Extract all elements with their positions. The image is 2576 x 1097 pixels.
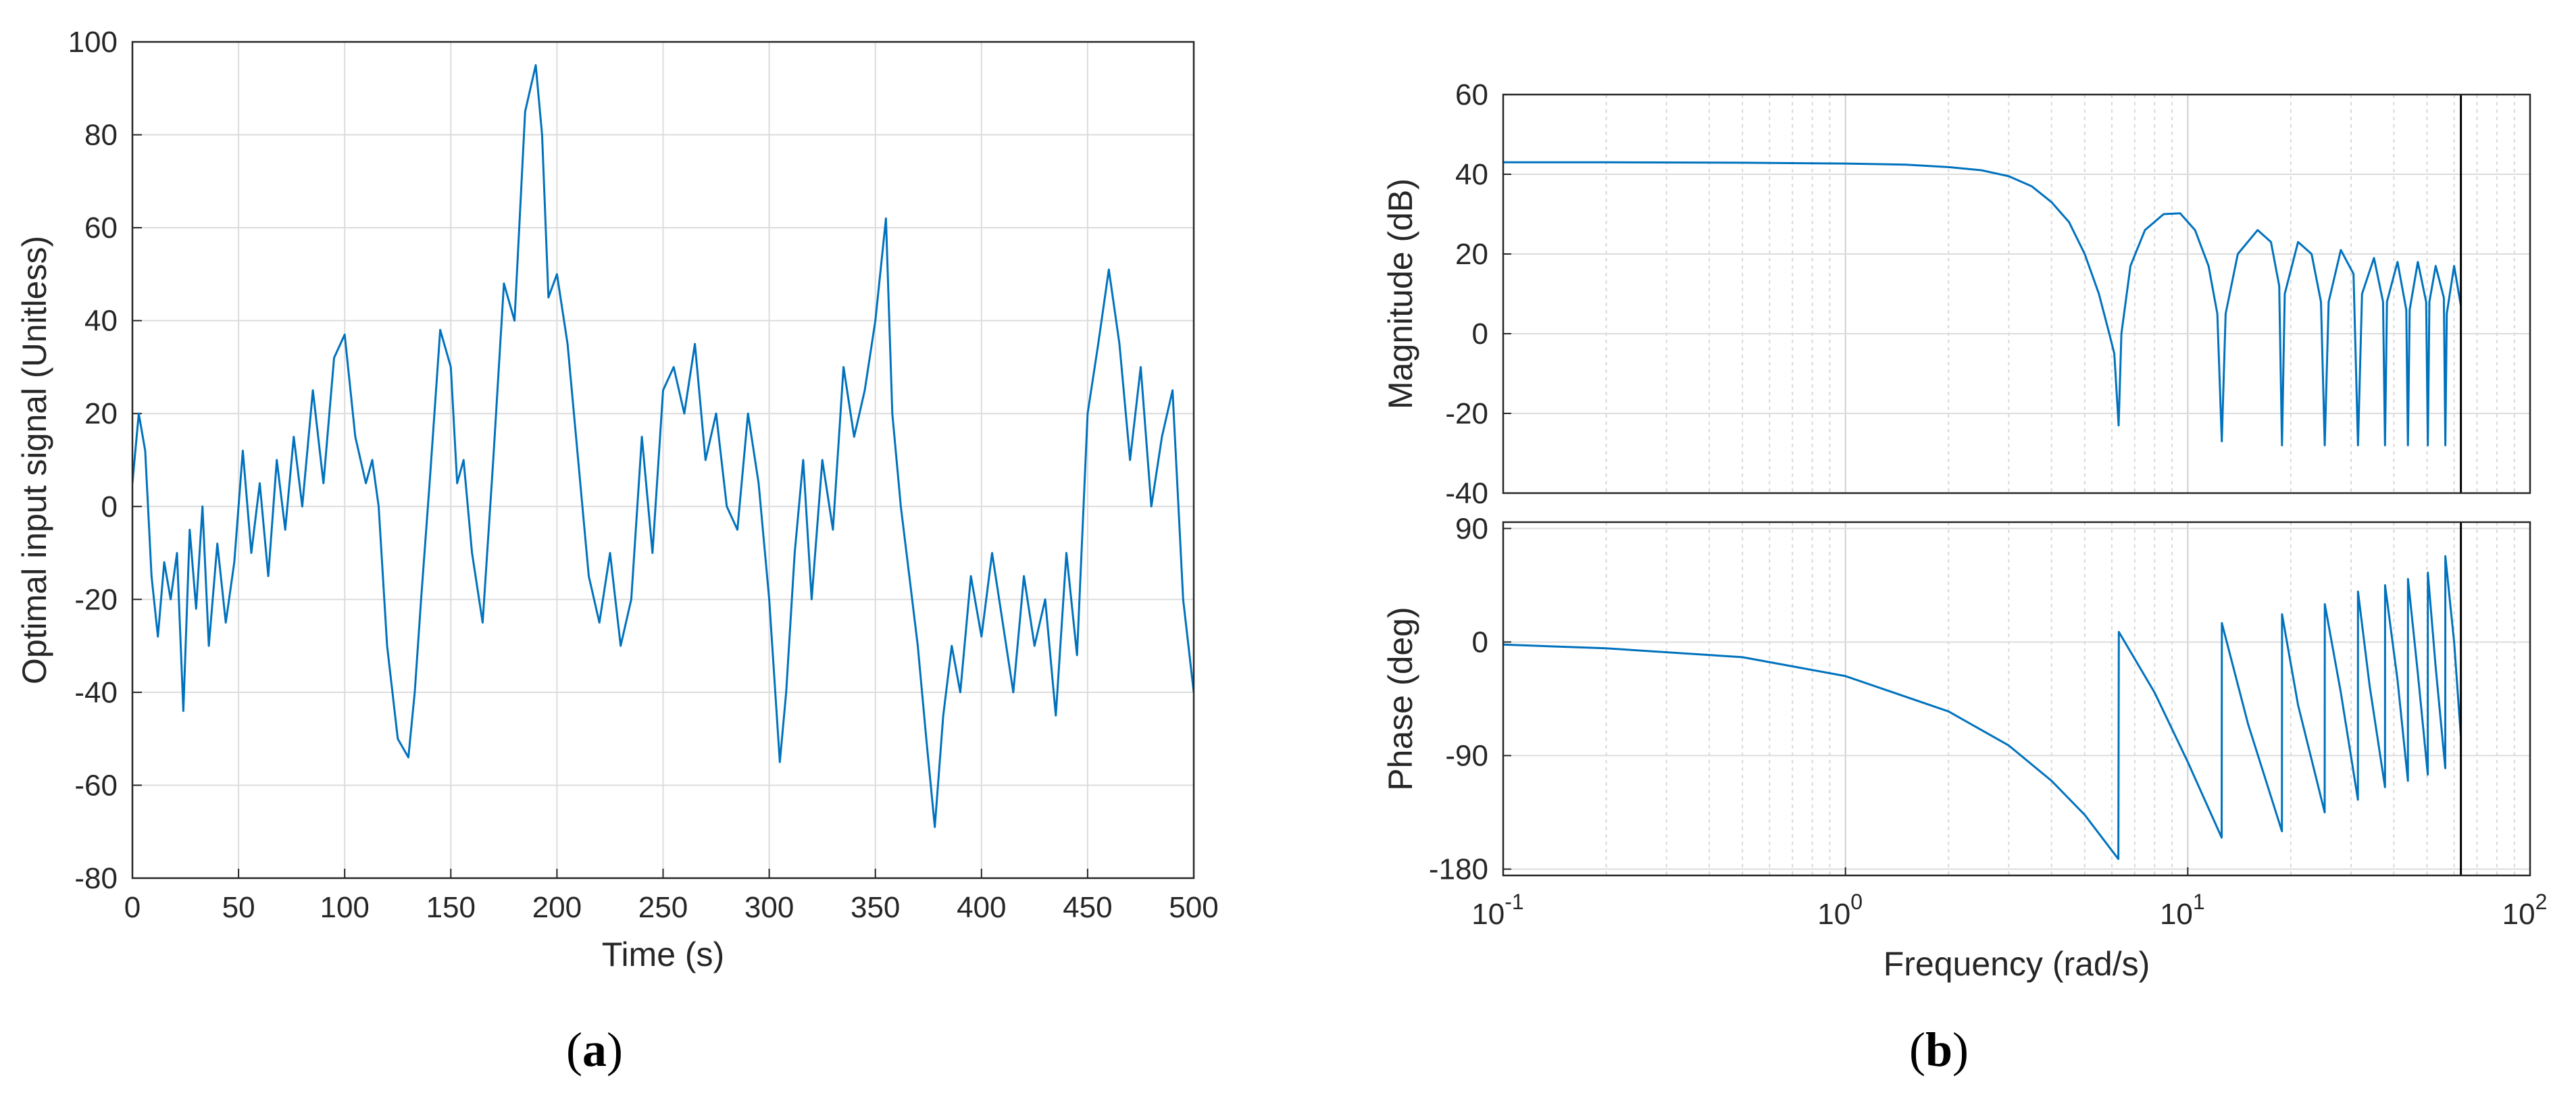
panel-b-x-tick-label: 100	[1817, 890, 1863, 931]
panel-b-magnitude-y-tick-label: -20	[1445, 397, 1488, 430]
panel-a-x-tick-label: 300	[744, 891, 794, 924]
panel-b-phase-axes-box	[1502, 521, 2531, 877]
panel-b-phase-y-tick-label: 0	[1472, 626, 1488, 659]
panel-a-y-tick-label: 60	[84, 211, 118, 245]
panel-a-y-tick-label: -40	[74, 676, 118, 709]
panel-a-series-group	[132, 63, 1194, 828]
panel-a-x-tick-label: 250	[638, 891, 688, 924]
panel-a-signal-line	[132, 63, 1194, 828]
panel-a-y-tick-label: 0	[101, 490, 118, 524]
panel-a-x-axis-label: Time (s)	[602, 936, 724, 973]
panel-b-x-tick-exponent: 2	[2535, 890, 2548, 914]
panel-b-phase-y-axis-label: Phase (deg)	[1382, 607, 1419, 790]
panel-b-x-tick-exponent: -1	[1505, 890, 1523, 914]
panel-a-y-tick-label: 20	[84, 397, 118, 430]
panel-b-phase-plot-area	[1503, 522, 2530, 875]
panel-b-magnitude-series-group	[1503, 161, 2463, 447]
panel-b-x-axis-label: Frequency (rad/s)	[1884, 945, 2150, 983]
panel-b-magnitude-line	[1503, 161, 2463, 447]
panel-a-axes-box	[131, 41, 1195, 879]
panel-b-x-tick-label: 101	[2160, 890, 2205, 931]
panel-b-x-tick-label: 102	[2502, 890, 2548, 931]
panel-b-magnitude-axes-box	[1502, 93, 2531, 494]
panel-b-phase-series-group	[1503, 555, 2463, 861]
panel-b-magnitude-y-axis-label: Magnitude (dB)	[1382, 178, 1419, 409]
panel-a-x-tick-label: 500	[1169, 891, 1218, 924]
panel-b-magnitude-y-tick-label: 60	[1455, 78, 1488, 111]
panel-b-magnitude-y-tick-label: -40	[1445, 477, 1488, 510]
panel-b-phase-line	[1503, 555, 2463, 861]
panel-b-magnitude-y-tick-label: 40	[1455, 158, 1488, 191]
panel-b-x-tick-exponent: 1	[2193, 890, 2205, 914]
panel-b-magnitude-plot-area	[1503, 95, 2530, 493]
panel-a-y-tick-label: -80	[74, 862, 118, 895]
panel-a-y-tick-label: 100	[68, 26, 118, 59]
panel-a-x-tick-label: 400	[957, 891, 1006, 924]
panel-b-x-tick-base: 10	[2160, 898, 2193, 931]
panel-a-x-tick-label: 200	[532, 891, 582, 924]
panel-a-x-tick-label: 100	[320, 891, 369, 924]
panel-a-y-tick-label: -60	[74, 769, 118, 802]
panel-a-x-tick-label: 50	[222, 891, 255, 924]
panel-a-x-tick-label: 450	[1063, 891, 1112, 924]
panel-b-magnitude-y-tick-label: 20	[1455, 238, 1488, 271]
panel-a-y-tick-label: 80	[84, 119, 118, 152]
panel-b-x-tick-base: 10	[2502, 898, 2535, 931]
panel-b-x-tick-exponent: 0	[1850, 890, 1863, 914]
panel-a-caption: (a)	[566, 1023, 623, 1077]
panel-b-phase-y-tick-label: 90	[1455, 512, 1488, 545]
panel-b-x-tick-label: 10-1	[1471, 890, 1523, 931]
panel-b-phase-y-tick-label: -180	[1429, 853, 1488, 886]
panel-b-caption: (b)	[1909, 1023, 1969, 1077]
panel-a-x-tick-label: 150	[426, 891, 476, 924]
panel-a-x-tick-label: 0	[124, 891, 141, 924]
panel-b-phase-y-tick-label: -90	[1445, 740, 1488, 773]
panel-a-y-tick-label: -20	[74, 583, 118, 616]
panel-a-y-tick-label: 40	[84, 305, 118, 338]
panel-b-x-tick-base: 10	[1817, 898, 1850, 931]
panel-a-y-axis-label: Optimal input signal (Unitless)	[16, 236, 53, 684]
panel-a-x-tick-label: 350	[851, 891, 900, 924]
panel-b-magnitude-y-tick-label: 0	[1472, 317, 1488, 351]
panel-b-x-tick-base: 10	[1471, 898, 1505, 931]
